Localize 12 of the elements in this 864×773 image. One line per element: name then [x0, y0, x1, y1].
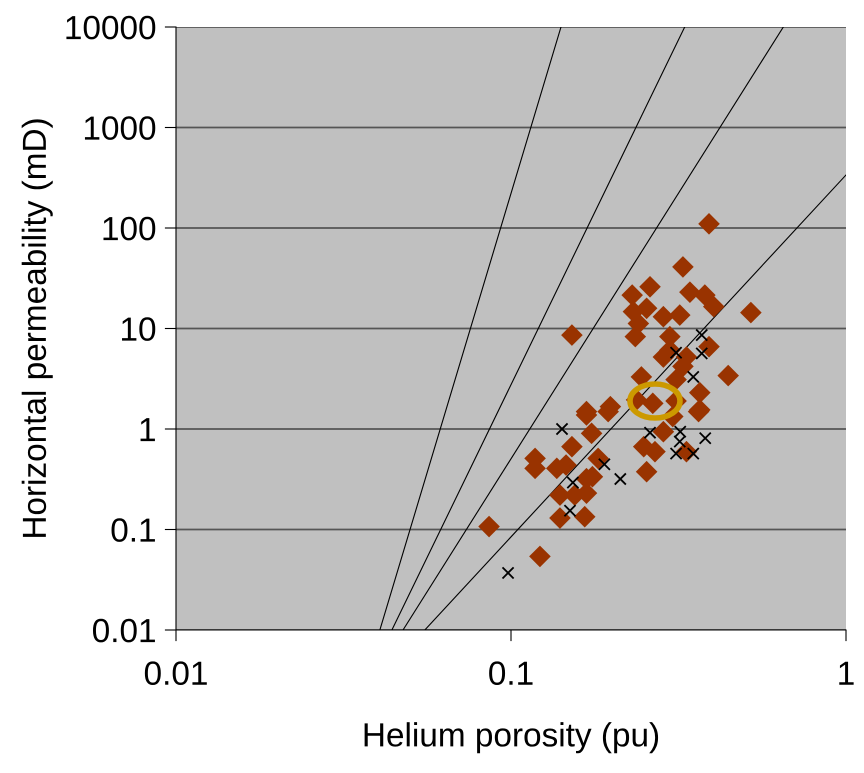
y-tick-label: 10000: [66, 16, 156, 40]
y-tick-label: 0.1: [112, 518, 155, 542]
x-tick-label: 0.1: [489, 661, 533, 686]
x-axis-title: Helium porosity (pu): [364, 722, 658, 754]
x-tick-label: 0.01: [144, 661, 207, 686]
y-tick-label: 100: [103, 216, 156, 240]
x-tick-label: 1: [839, 662, 854, 685]
y-axis-title: Horizontal permeability (mD): [22, 119, 53, 537]
y-tick-label: 0.01: [92, 618, 155, 642]
y-tick-label: 10: [122, 317, 156, 341]
y-tick-label: 1000: [84, 116, 156, 140]
y-tick-label: 1: [140, 418, 155, 442]
